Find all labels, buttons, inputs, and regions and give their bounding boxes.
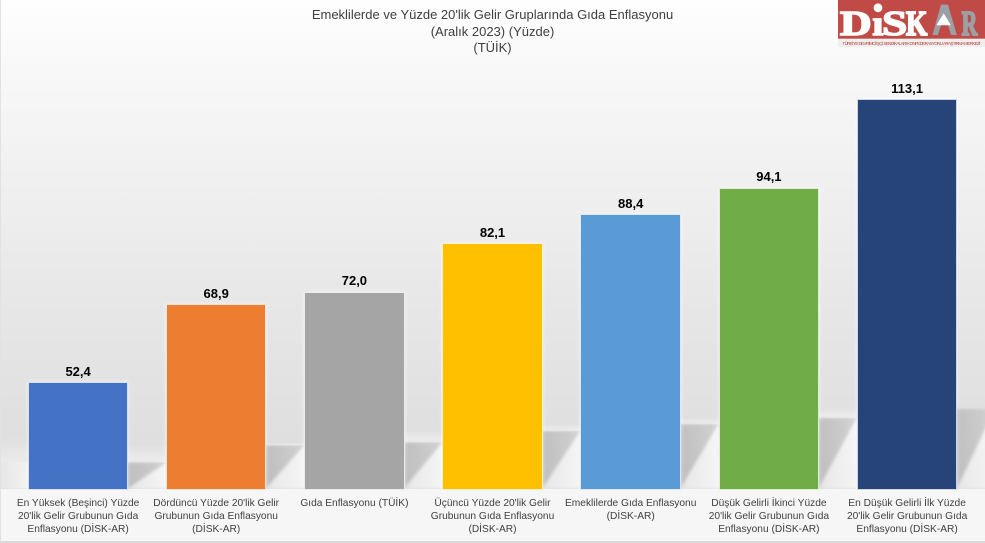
svg-text:K: K [906, 4, 928, 43]
svg-text:S: S [882, 4, 907, 43]
svg-text:R: R [962, 5, 978, 43]
svg-text:D: D [840, 4, 872, 43]
svg-text:ı: ı [873, 4, 884, 43]
svg-text:TÜRKİYE DEVRİMCİ İŞÇİ SENDİKAL: TÜRKİYE DEVRİMCİ İŞÇİ SENDİKALARI KONFED… [843, 41, 981, 46]
